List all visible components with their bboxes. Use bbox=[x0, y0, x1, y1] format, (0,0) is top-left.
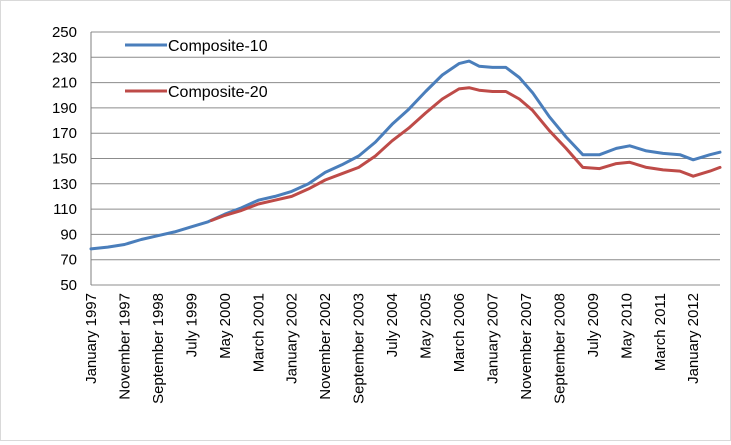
y-axis-tick-labels: 50 70 90 110 130 150 170 190 210 230 250 bbox=[52, 24, 77, 294]
y-tick-label: 130 bbox=[52, 176, 77, 193]
x-tick-label: January 2012 bbox=[685, 293, 702, 384]
y-tick-label: 50 bbox=[60, 277, 77, 294]
x-tick-label: July 2004 bbox=[384, 293, 401, 357]
series-line-composite-20 bbox=[209, 86, 722, 222]
y-tick-label: 250 bbox=[52, 24, 77, 41]
gridlines bbox=[91, 31, 720, 286]
x-tick-label: November 1997 bbox=[116, 293, 133, 400]
x-tick-label: May 2010 bbox=[618, 293, 635, 359]
y-tick-label: 70 bbox=[60, 252, 77, 269]
x-tick-label: November 2007 bbox=[518, 293, 535, 400]
x-tick-label: July 1999 bbox=[183, 293, 200, 357]
y-tick-label: 190 bbox=[52, 100, 77, 117]
x-tick-label: May 2000 bbox=[217, 293, 234, 359]
x-tick-label: November 2002 bbox=[317, 293, 334, 400]
y-tick-label: 90 bbox=[60, 226, 77, 243]
x-tick-label: May 2005 bbox=[418, 293, 435, 359]
x-axis-tick-labels: January 1997 November 1997 September 1998 J… bbox=[83, 293, 702, 404]
y-tick-label: 110 bbox=[53, 201, 77, 218]
legend-label-composite-20: Composite-20 bbox=[168, 84, 268, 101]
x-tick-label: September 2008 bbox=[551, 293, 568, 404]
legend-label-composite-10: Composite-10 bbox=[168, 38, 268, 55]
x-tick-label: July 2009 bbox=[585, 293, 602, 357]
x-tick-label: March 2001 bbox=[250, 293, 267, 372]
series-line-composite-10 bbox=[89, 59, 722, 251]
y-tick-label: 230 bbox=[52, 49, 77, 66]
x-tick-label: March 2011 bbox=[652, 293, 669, 371]
legend: Composite-10 Composite-20 bbox=[125, 38, 268, 101]
x-tick-label: March 2006 bbox=[451, 293, 468, 372]
y-tick-label: 150 bbox=[52, 151, 77, 168]
x-tick-label: September 1998 bbox=[150, 293, 167, 404]
series-lines bbox=[89, 59, 722, 251]
y-tick-label: 170 bbox=[52, 125, 77, 142]
x-tick-label: January 2002 bbox=[284, 293, 301, 384]
x-tick-label: January 1997 bbox=[83, 293, 100, 384]
x-tick-label: January 2007 bbox=[484, 293, 501, 384]
x-tick-label: September 2003 bbox=[351, 293, 368, 404]
y-tick-label: 210 bbox=[52, 75, 77, 92]
